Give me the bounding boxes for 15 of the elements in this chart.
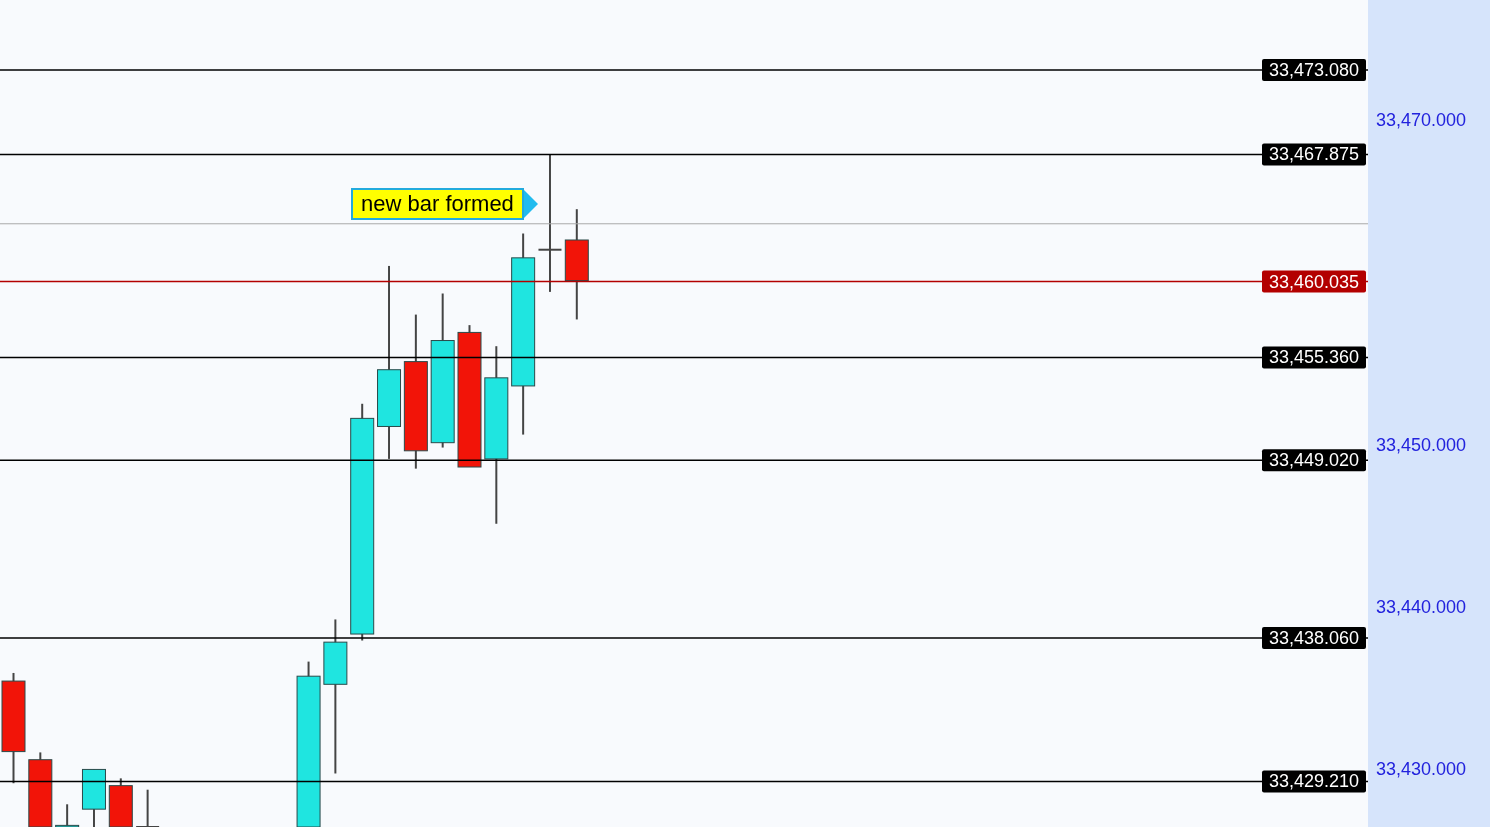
y-tick-label: 33,430.000 (1376, 759, 1467, 780)
ref-line-label: 33,467.875 (1268, 144, 1360, 165)
y-tick-label: 33,440.000 (1376, 596, 1467, 617)
y-tick-label: 33,470.000 (1376, 110, 1467, 131)
ref-line-label: 33,473.080 (1268, 60, 1360, 81)
ref-line-label: 33,460.035 (1268, 271, 1360, 292)
candlestick (55, 803, 80, 827)
ref-line-label: 33,449.020 (1268, 450, 1360, 471)
ref-line-label: 33,438.060 (1268, 627, 1360, 648)
candlestick (537, 153, 563, 293)
y-tick-label: 33,450.000 (1376, 434, 1467, 455)
candlestick (135, 788, 161, 827)
ref-line-label: 33,455.360 (1268, 347, 1360, 368)
ref-line-label: 33,429.210 (1268, 771, 1360, 792)
callout-flag: new bar formed (351, 188, 538, 220)
